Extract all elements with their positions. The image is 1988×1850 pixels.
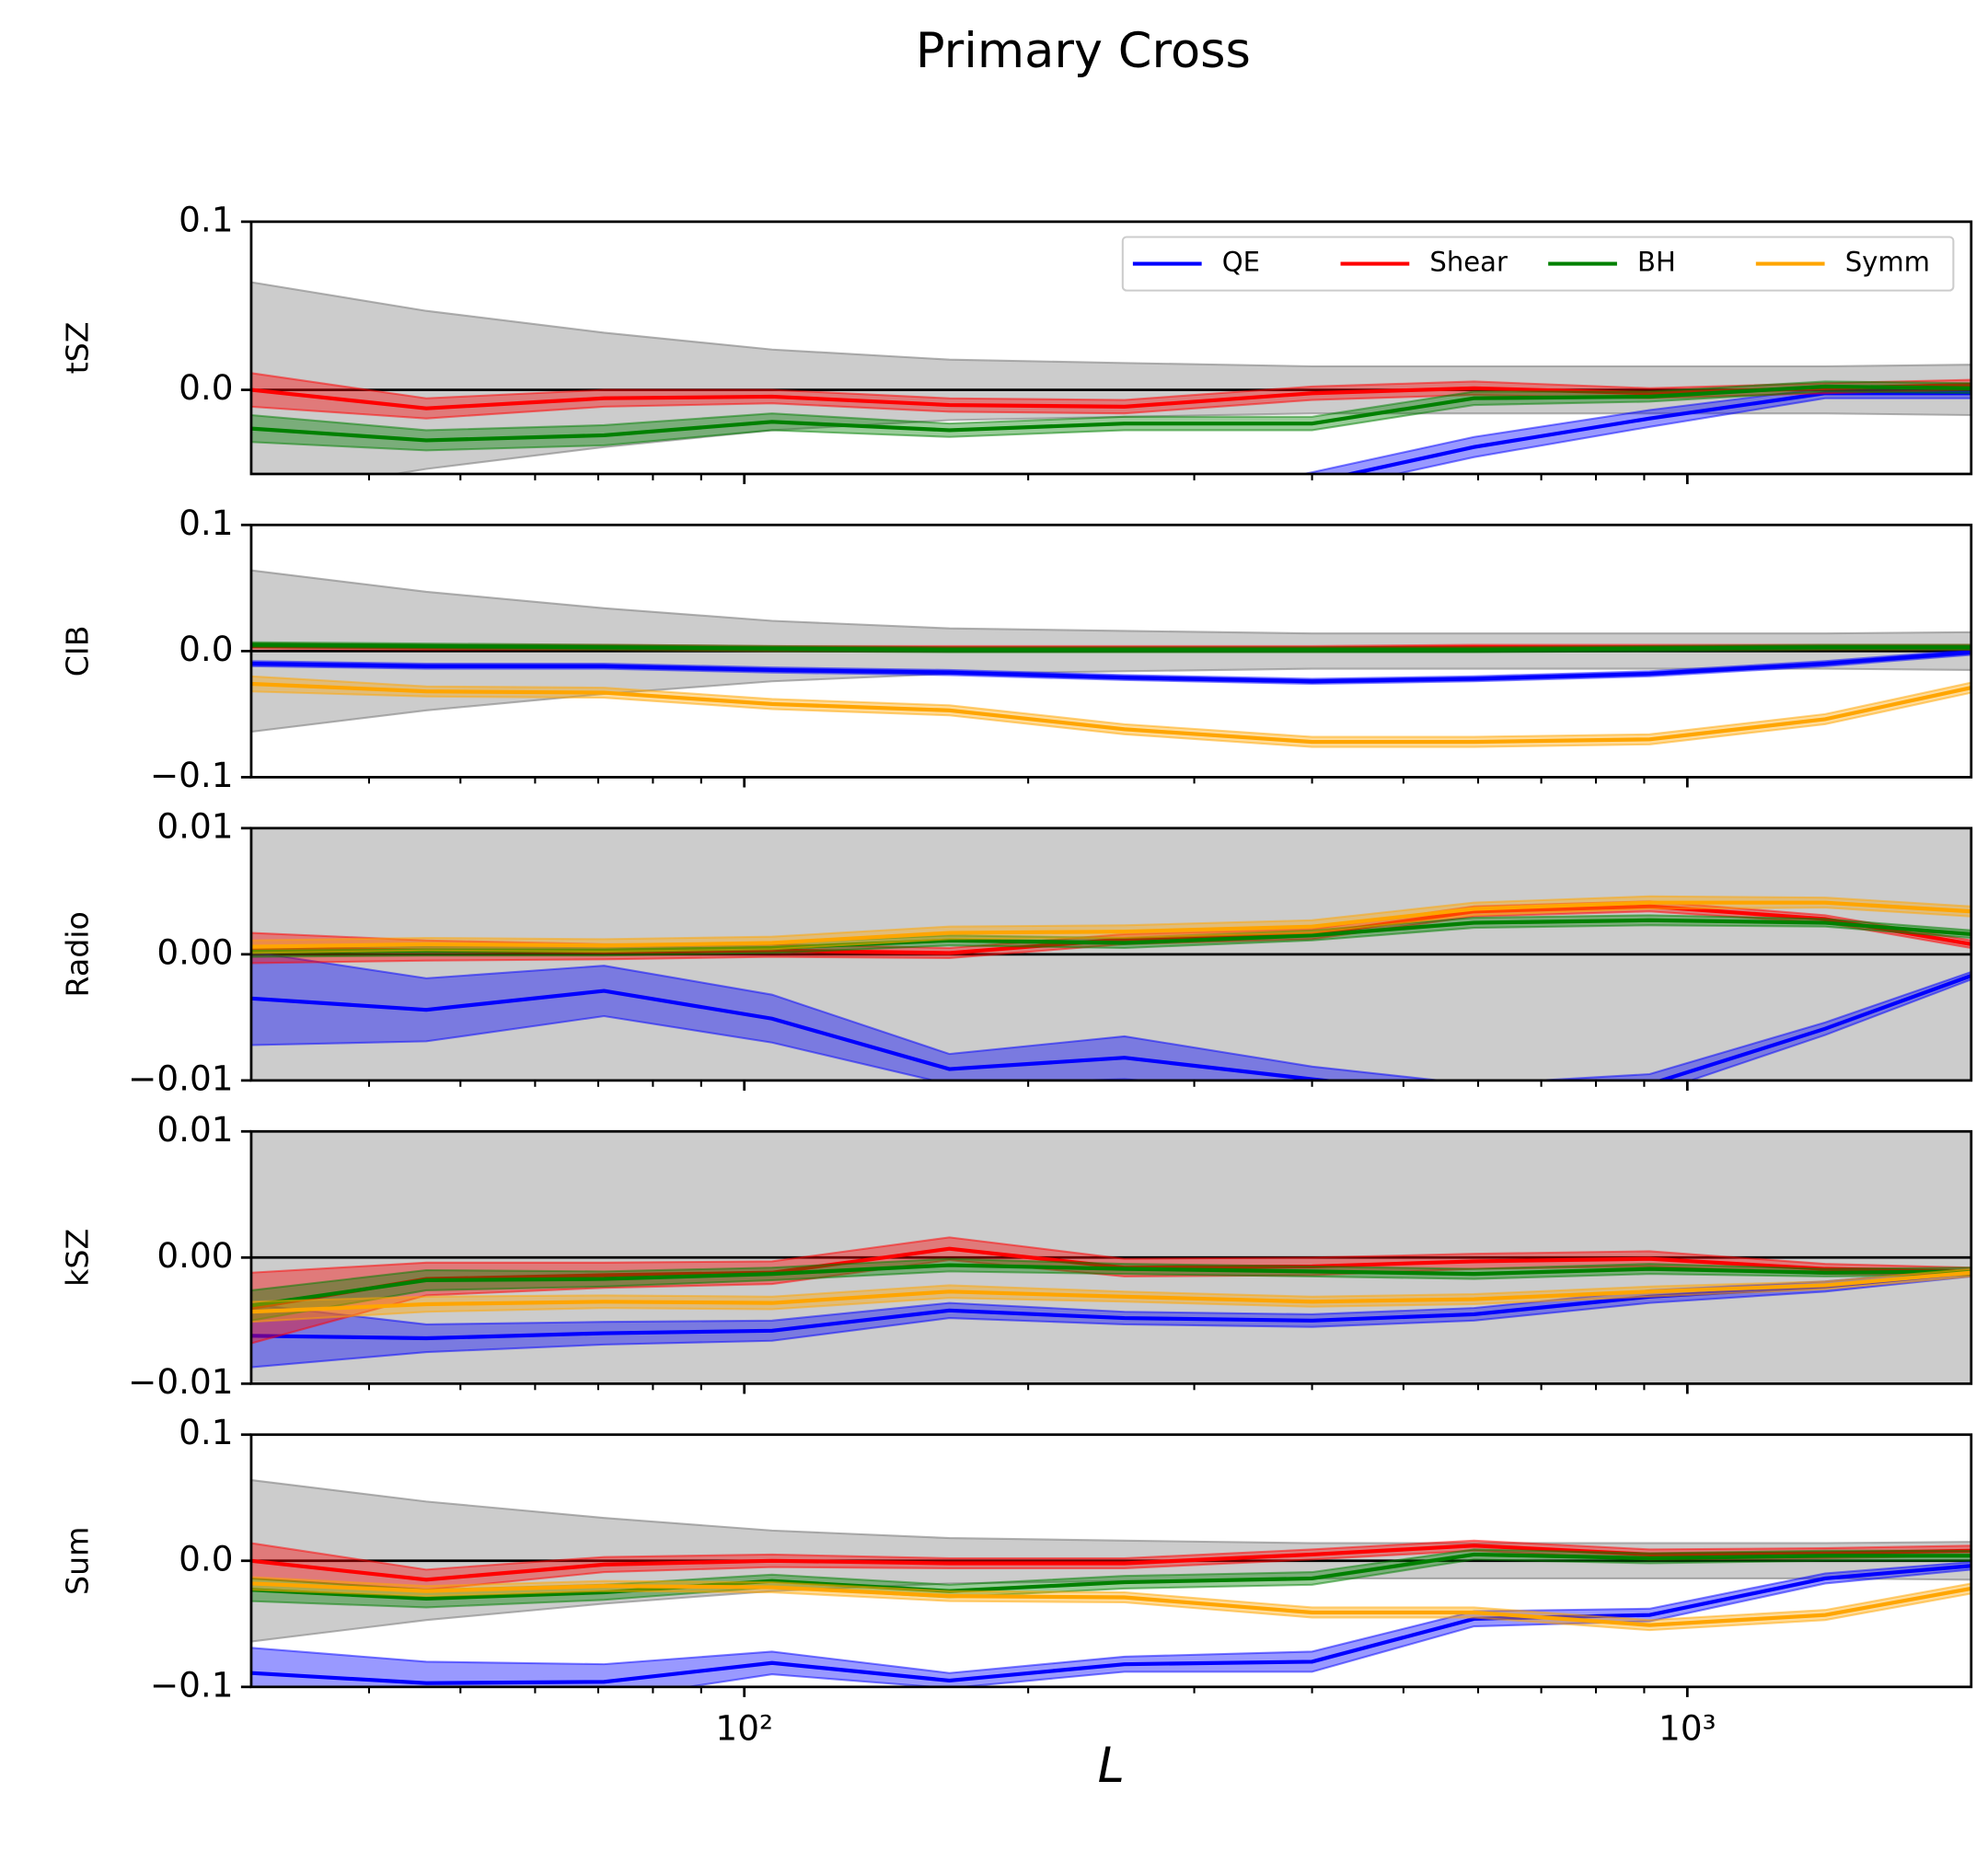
- panel-frame: [249, 523, 1973, 779]
- y-tick-label: 0.01: [156, 1109, 233, 1150]
- y-tick-label: 0.1: [179, 503, 233, 543]
- series-line: [250, 1564, 1971, 1685]
- x-axis-label: L: [1098, 1738, 1125, 1794]
- y-tick-label: 0.0: [179, 1538, 233, 1578]
- error-band: [250, 1257, 1971, 1322]
- y-tick-label: 0.00: [156, 1235, 233, 1276]
- x-tick-label: 10²: [715, 1707, 773, 1748]
- series-line: [250, 681, 1971, 745]
- y-axis-label: kSZ: [60, 1229, 96, 1287]
- legend-box: [1121, 236, 1955, 292]
- legend-label: BH: [1637, 247, 1676, 278]
- panel: [250, 281, 1971, 474]
- error-band: [250, 951, 1971, 1081]
- panel-frame: [249, 1129, 1973, 1385]
- y-tick-label: 0.0: [179, 629, 233, 669]
- series-line: [250, 1544, 1971, 1582]
- error-band: [250, 895, 1971, 954]
- series-line: [250, 1263, 1971, 1308]
- panel: [250, 827, 1971, 1081]
- chart-title: Primary Cross: [916, 23, 1251, 79]
- series-line: [250, 974, 1971, 1081]
- y-axis-label: Sum: [60, 1527, 96, 1595]
- y-tick-label: 0.1: [179, 199, 233, 239]
- legend-label: QE: [1222, 247, 1260, 278]
- y-axis-label: CIB: [60, 625, 96, 676]
- panel-frame: [249, 220, 1973, 476]
- y-tick-label: 0.0: [179, 367, 233, 408]
- y-axis-label: Radio: [60, 911, 96, 997]
- panel: [250, 1131, 1971, 1384]
- series-line: [250, 1581, 1971, 1627]
- panel-frame: [249, 827, 1973, 1082]
- error-band: [250, 372, 1971, 420]
- panel: [250, 569, 1971, 748]
- series-line: [250, 384, 1971, 443]
- series-line: [250, 650, 1971, 684]
- panel: [250, 1479, 1971, 1687]
- series-line: [250, 900, 1971, 949]
- panel-frame: [249, 1433, 1973, 1689]
- error-band: [250, 1561, 1971, 1687]
- legend-label: Shear: [1429, 247, 1508, 278]
- y-tick-label: 0.01: [156, 805, 233, 846]
- y-tick-label: −0.1: [150, 1664, 234, 1705]
- x-tick-label: 10³: [1659, 1707, 1716, 1748]
- y-tick-label: 0.1: [179, 1412, 233, 1452]
- series-line: [250, 1552, 1971, 1601]
- y-tick-label: −0.01: [128, 1058, 234, 1098]
- y-tick-label: −0.1: [150, 755, 234, 795]
- y-tick-label: 0.00: [156, 931, 233, 972]
- series-line: [250, 1270, 1971, 1314]
- error-band: [250, 1236, 1971, 1345]
- series-line: [250, 642, 1971, 653]
- y-tick-label: −0.01: [128, 1361, 234, 1402]
- legend-label: Symm: [1845, 247, 1930, 278]
- error-band: [1300, 387, 1971, 474]
- series-line: [1341, 391, 1971, 474]
- error-band: [250, 675, 1971, 748]
- y-axis-label: tSZ: [60, 321, 96, 374]
